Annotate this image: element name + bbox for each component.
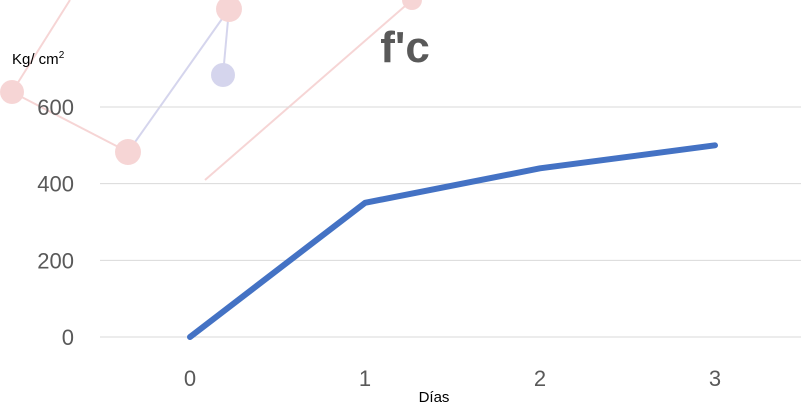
chart-title: f'c: [380, 23, 430, 72]
y-tick-label-400: 400: [37, 172, 74, 197]
x-axis-label: Días: [419, 389, 450, 406]
y-axis-label: Kg/ cm2: [12, 50, 65, 68]
x-axis-ticks: 0 1 2 3: [184, 366, 721, 391]
x-tick-label-2: 2: [534, 366, 546, 391]
y-tick-label-0: 0: [62, 325, 74, 350]
gridlines: [100, 106, 801, 338]
x-tick-label-0: 0: [184, 366, 196, 391]
background-decoration: [0, 0, 422, 181]
series-layer: [187, 142, 718, 340]
y-axis-label-text: Kg/ cm: [12, 51, 59, 68]
x-tick-label-3: 3: [709, 366, 721, 391]
y-tick-label-600: 600: [37, 95, 74, 120]
y-axis-ticks: 0 200 400 600: [37, 95, 74, 350]
y-axis-label-superscript: 2: [59, 50, 65, 61]
y-tick-label-200: 200: [37, 248, 74, 273]
series-line-0: [187, 142, 718, 340]
x-tick-label-1: 1: [359, 366, 371, 391]
